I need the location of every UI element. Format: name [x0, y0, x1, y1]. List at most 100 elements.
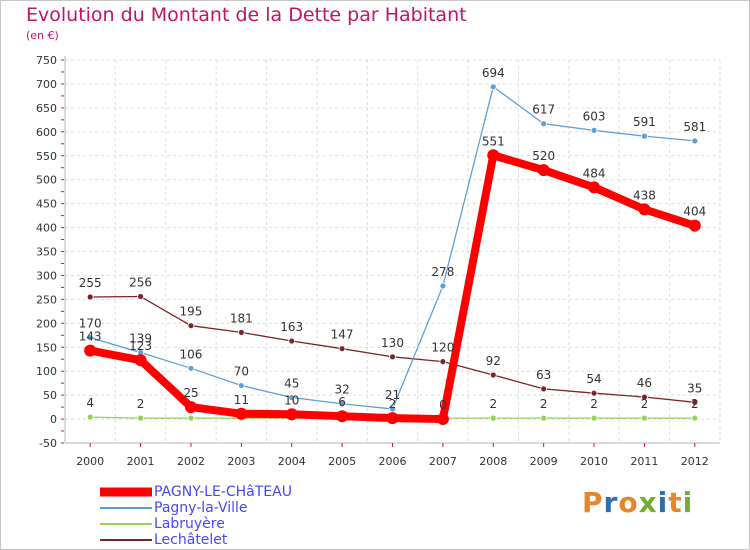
- data-label-pagny-le-chateau: 520: [532, 149, 555, 163]
- x-tick-label: 2009: [530, 455, 558, 468]
- legend-label-lechatelet: Lechâtelet: [154, 532, 228, 548]
- legend: PAGNY-LE-CHâTEAU Pagny-la-Ville Labruyèr…: [100, 484, 292, 548]
- y-tick-label: 500: [36, 174, 57, 187]
- data-point-pagny-la-ville: [590, 126, 598, 134]
- data-point-pagny-la-ville: [540, 120, 548, 128]
- data-point-pagny-le-chateau: [588, 181, 601, 194]
- data-label-pagny-la-ville: 617: [532, 103, 555, 117]
- y-tick-label: 100: [36, 365, 57, 378]
- x-tick-label: 2004: [278, 455, 306, 468]
- data-label-lechatelet: 163: [280, 320, 303, 334]
- data-point-pagny-la-ville: [641, 132, 648, 140]
- data-label-pagny-la-ville: 603: [583, 109, 606, 123]
- logo-letter: P: [582, 486, 604, 519]
- data-point-lechatelet: [237, 329, 245, 336]
- data-label-pagny-la-ville: 32: [334, 383, 349, 397]
- x-tick-label: 2012: [681, 455, 709, 468]
- data-label-labruyere: 2: [137, 397, 145, 411]
- data-point-pagny-le-chateau: [386, 412, 399, 425]
- legend-swatch-labruyere: [100, 523, 152, 525]
- data-label-pagny-le-chateau: 438: [633, 188, 656, 202]
- y-tick-label: 300: [36, 269, 57, 282]
- legend-item-pagny-le-chateau: PAGNY-LE-CHâTEAU: [100, 484, 292, 500]
- data-point-labruyere: [590, 414, 598, 422]
- data-label-pagny-la-ville: 106: [180, 347, 203, 361]
- data-point-pagny-le-chateau: [285, 408, 298, 421]
- data-point-labruyere: [86, 413, 94, 421]
- proxiti-logo: Proxiti: [582, 486, 693, 519]
- data-label-lechatelet: 54: [586, 372, 601, 386]
- data-point-pagny-le-chateau: [537, 164, 550, 177]
- data-point-pagny-la-ville: [237, 382, 245, 389]
- data-label-pagny-la-ville: 581: [683, 120, 706, 134]
- y-tick-label: 0: [50, 413, 57, 426]
- data-point-pagny-la-ville: [288, 394, 296, 401]
- data-label-pagny-la-ville: 21: [385, 388, 400, 402]
- x-tick-label: 2007: [429, 455, 457, 468]
- data-label-lechatelet: 46: [637, 376, 652, 390]
- data-point-lechatelet: [338, 345, 346, 353]
- x-tick-label: 2001: [127, 455, 155, 468]
- data-label-lechatelet: 255: [79, 276, 102, 290]
- x-tick-label: 2003: [227, 455, 255, 468]
- data-label-labruyere: 2: [641, 397, 649, 411]
- data-label-lechatelet: 92: [486, 354, 501, 368]
- data-point-pagny-la-ville: [691, 137, 699, 145]
- logo-letter: x: [638, 486, 658, 519]
- legend-label-pagny-le-chateau: PAGNY-LE-CHâTEAU: [154, 484, 292, 500]
- data-point-pagny-la-ville: [489, 83, 497, 91]
- data-label-lechatelet: 63: [536, 368, 551, 382]
- y-tick-label: 400: [36, 222, 57, 235]
- data-point-labruyere: [540, 414, 548, 422]
- data-point-labruyere: [137, 414, 144, 422]
- data-point-lechatelet: [187, 322, 195, 330]
- legend-swatch-pagny-le-chateau: [100, 487, 152, 497]
- data-label-pagny-le-chateau: 10: [284, 393, 299, 407]
- data-point-lechatelet: [288, 337, 296, 345]
- y-tick-label: 650: [36, 102, 57, 115]
- logo-letter: r: [603, 486, 619, 519]
- y-tick-label: 550: [36, 150, 57, 163]
- logo-letter: o: [618, 486, 639, 519]
- x-tick-label: 2008: [479, 455, 507, 468]
- data-point-pagny-la-ville: [389, 405, 396, 413]
- y-tick-label: 600: [36, 126, 57, 139]
- data-point-pagny-le-chateau: [688, 219, 701, 232]
- logo-letter: t: [668, 486, 683, 519]
- data-label-pagny-la-ville: 278: [431, 265, 454, 279]
- data-label-pagny-le-chateau: 551: [482, 134, 505, 148]
- data-point-lechatelet: [641, 393, 648, 401]
- data-point-pagny-la-ville: [187, 364, 195, 372]
- data-point-lechatelet: [86, 293, 94, 301]
- legend-item-labruyere: Labruyère: [100, 516, 292, 532]
- data-label-lechatelet: 120: [431, 341, 454, 355]
- data-label-pagny-le-chateau: 0: [439, 398, 447, 412]
- data-point-lechatelet: [590, 389, 598, 397]
- data-point-pagny-la-ville: [86, 334, 94, 342]
- y-tick-label: 450: [36, 198, 57, 211]
- data-point-pagny-la-ville: [439, 282, 447, 290]
- x-tick-label: 2005: [328, 455, 356, 468]
- data-label-pagny-la-ville: 45: [284, 377, 299, 391]
- data-label-lechatelet: 181: [230, 311, 253, 325]
- data-label-pagny-le-chateau: 2: [389, 397, 397, 411]
- data-label-pagny-le-chateau: 25: [183, 386, 198, 400]
- y-tick-label: 200: [36, 317, 57, 330]
- data-label-pagny-la-ville: 170: [79, 317, 102, 331]
- legend-label-labruyere: Labruyère: [154, 516, 225, 532]
- data-point-lechatelet: [691, 398, 699, 406]
- chart-title: Evolution du Montant de la Dette par Hab…: [26, 4, 467, 26]
- data-point-pagny-le-chateau: [336, 410, 349, 423]
- x-tick-label: 2002: [177, 455, 205, 468]
- data-label-pagny-le-chateau: 143: [79, 330, 102, 344]
- y-tick-label: 50: [43, 389, 57, 402]
- legend-swatch-pagny-la-ville: [100, 507, 152, 509]
- y-tick-label: -50: [39, 437, 57, 450]
- data-point-labruyere: [691, 414, 699, 422]
- data-label-labruyere: 4: [86, 396, 94, 410]
- data-label-pagny-la-ville: 694: [482, 66, 505, 80]
- logo-letter: i: [657, 486, 669, 519]
- data-label-labruyere: 2: [489, 397, 497, 411]
- data-label-pagny-le-chateau: 484: [583, 166, 606, 180]
